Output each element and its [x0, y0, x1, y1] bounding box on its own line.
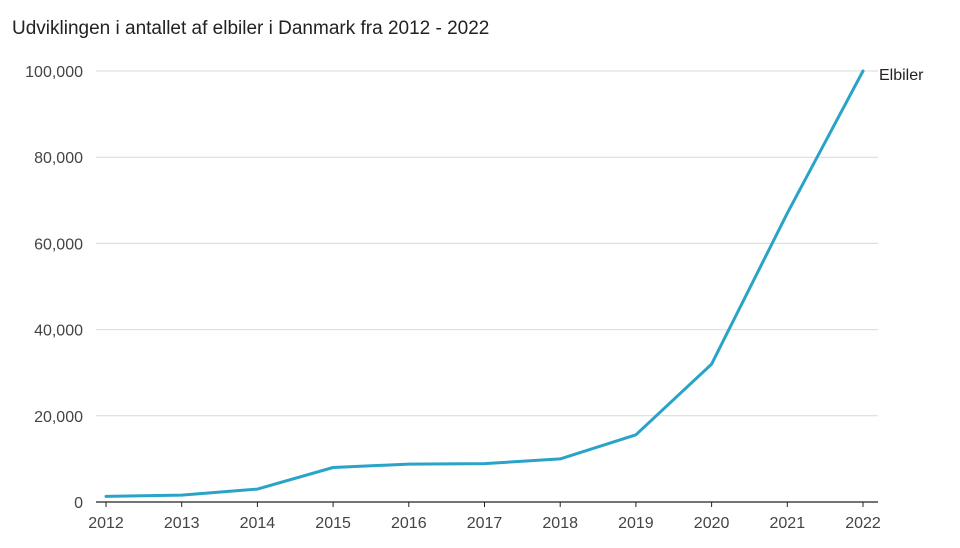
- chart-title: Udviklingen i antallet af elbiler i Danm…: [12, 18, 490, 39]
- y-tick-label: 40,000: [34, 323, 83, 340]
- x-tick-label: 2018: [542, 515, 578, 532]
- y-tick-label: 0: [74, 495, 83, 512]
- x-tick-label: 2015: [315, 515, 351, 532]
- x-tick-label: 2012: [88, 515, 124, 532]
- series-line-elbiler: [104, 69, 865, 498]
- y-tick-label: 60,000: [34, 236, 83, 253]
- y-tick-label: 80,000: [34, 150, 83, 167]
- x-tick-label: 2017: [467, 515, 503, 532]
- y-tick-label: 100,000: [25, 64, 83, 81]
- x-tick-label: 2020: [694, 515, 730, 532]
- x-tick-label: 2019: [618, 515, 654, 532]
- x-tick-label: 2022: [845, 515, 881, 532]
- x-tick-label: 2021: [770, 515, 806, 532]
- x-tick-label: 2014: [240, 515, 276, 532]
- x-tick-label: 2013: [164, 515, 200, 532]
- x-tick-label: 2016: [391, 515, 427, 532]
- series-label-elbiler: Elbiler: [879, 67, 924, 84]
- y-tick-label: 20,000: [34, 409, 83, 426]
